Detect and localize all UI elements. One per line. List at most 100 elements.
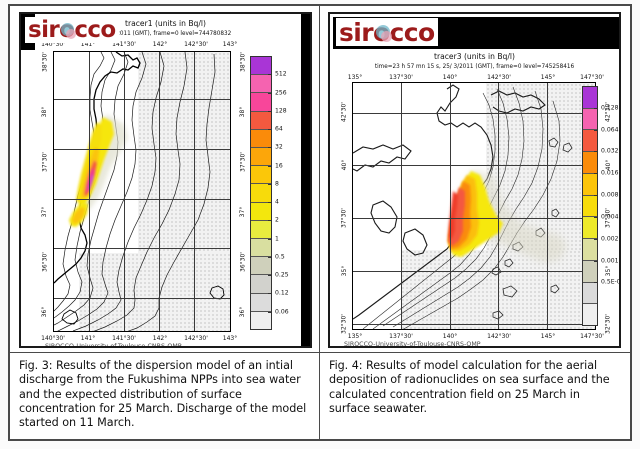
colorbar-band <box>583 239 597 261</box>
tracer-plume-tracer3 <box>448 169 567 263</box>
colorbar-tick-label: 0.008 <box>601 191 619 199</box>
grid-line-h <box>54 149 230 150</box>
colorbar-tick-label: 0.06 <box>275 308 289 316</box>
y-tick-left: 35° <box>340 265 348 277</box>
x-tick-bottom: 140° <box>442 333 458 340</box>
sirocco-logo-fig4: sirocco <box>336 18 438 47</box>
y-tick-left: 37° <box>40 206 48 218</box>
colorbar-band <box>251 148 271 167</box>
x-tick-top: 137°30' <box>389 74 413 81</box>
colorbar-tick-mark <box>268 129 272 130</box>
colorbar-tick-label: 0.5E-03 <box>601 278 621 286</box>
y-tick-left: 32°30' <box>340 314 348 334</box>
x-tick-top: 143° <box>222 41 238 48</box>
grid-line-v <box>449 83 451 329</box>
x-tick-top: 135° <box>347 74 363 81</box>
map-axes-tracer3 <box>352 82 596 330</box>
plot-title-tracer1: tracer1 (units in Bq/l) <box>124 19 206 28</box>
colorbar-band <box>251 166 271 185</box>
colorbar-tick-mark <box>268 92 272 94</box>
colorbar-tick-label: 1 <box>275 235 279 243</box>
grid-line-v <box>401 83 403 329</box>
x-tick-bottom: 147°30' <box>580 333 604 340</box>
plot-subtitle-tracer1: 25/ 3/2011 (GMT), frame=0 level=74478083… <box>99 31 232 37</box>
colorbar-tick-label: 0.12 <box>275 289 289 297</box>
plot-subtitle-tracer3: time=23 h 57 mn 15 s, 25/ 3/2011 (GMT), … <box>374 64 575 70</box>
colorbar-tick-mark <box>268 165 272 167</box>
colorbar-band <box>583 195 597 218</box>
colorbar-tick-mark <box>594 238 598 240</box>
plot-title-tracer3: tracer3 (units in Bq/l) <box>433 52 515 61</box>
colorbar-tick-label: 0.25 <box>275 271 289 279</box>
x-tick-top: 141°30' <box>112 41 136 48</box>
logo-blob2-icon <box>381 31 392 42</box>
colorbar-tick-mark <box>268 147 272 149</box>
credit-text-fig4: SIROCCO-University-of-Toulouse-CNRS-OMP <box>344 341 481 348</box>
x-tick-bottom: 142°30' <box>184 335 208 342</box>
colorbar-tick-mark <box>594 195 598 196</box>
x-tick-bottom: 145° <box>540 333 556 340</box>
grid-line-v <box>124 52 125 331</box>
colorbar-tick-mark <box>594 282 598 284</box>
grid-line-h <box>54 248 230 250</box>
figure-image-fig3: sirocco tracer1 (units in Bq/l) 25/ 3/20… <box>10 6 319 353</box>
x-tick-bottom: 142°30' <box>487 333 511 340</box>
y-tick-right: 37°30' <box>239 152 247 172</box>
colorbar-band <box>583 173 597 196</box>
y-tick-right: 36° <box>238 306 246 318</box>
figure-image-fig4: sirocco tracer3 (units in Bq/l) time=23 … <box>320 6 630 353</box>
colorbar-tick-label: 0.064 <box>601 126 619 134</box>
logo-blob2-icon <box>66 29 76 39</box>
colorbar-band <box>251 75 271 94</box>
x-tick-top: 145° <box>540 74 556 81</box>
y-tick-left: 37°30' <box>340 208 348 228</box>
colorbar-band <box>251 293 271 312</box>
x-tick-bottom: 142° <box>152 335 168 342</box>
colorbar-band <box>251 275 271 294</box>
plot-panel-tracer1: sirocco tracer1 (units in Bq/l) 25/ 3/20… <box>19 12 312 348</box>
x-tick-bottom: 143° <box>222 335 238 342</box>
colorbar-band <box>251 311 271 330</box>
x-tick-top: 142°30' <box>487 74 511 81</box>
colorbar-ticks: 0.128 0.064 0.032 0.016 0.008 0.004 0.002 0.001… <box>594 86 621 326</box>
x-tick-top: 140°30' <box>41 41 65 48</box>
colorbar-tick-label: 0.5 <box>275 253 285 261</box>
grid-line-v <box>194 52 195 331</box>
colorbar-tick-label: 8 <box>275 180 279 188</box>
colorbar-band <box>251 129 271 149</box>
colorbar-band <box>251 239 271 258</box>
colorbar-tick-label: 2 <box>275 216 279 224</box>
colorbar-strip <box>582 86 598 326</box>
y-tick-left: 38°30' <box>41 52 49 72</box>
grid-line-h <box>353 271 595 272</box>
grid-line-h <box>353 112 595 114</box>
colorbar-tick-label: 0.002 <box>601 235 619 243</box>
x-tick-top: 140° <box>442 74 458 81</box>
colorbar-band <box>251 220 271 240</box>
figure-cell-fig3: sirocco tracer1 (units in Bq/l) 25/ 3/20… <box>10 6 320 439</box>
colorbar-band <box>583 130 597 153</box>
colorbar-tick-mark <box>268 238 272 240</box>
y-tick-left: 36° <box>40 306 48 318</box>
colorbar-tick-mark <box>594 173 598 175</box>
sirocco-logo-fig3: sirocco <box>25 17 119 43</box>
colorbar-tick-mark <box>268 311 272 313</box>
colorbar-tick-label: 64 <box>275 125 283 133</box>
colorbar-tick-mark <box>268 202 272 203</box>
colorbar-tick-mark <box>268 256 272 258</box>
colorbar-tick-mark <box>594 151 598 153</box>
y-tick-left: 42°30' <box>340 102 348 122</box>
colorbar-tick-mark <box>268 220 272 222</box>
caption-fig4: Fig. 4: Results of model calculation for… <box>329 359 610 415</box>
colorbar-tick-label: 4 <box>275 198 279 206</box>
grid-line-h <box>54 99 230 101</box>
x-tick-top: 142°30' <box>184 41 208 48</box>
x-tick-bottom: 135° <box>347 333 363 340</box>
colorbar-tick-label: 0.001 <box>601 257 619 265</box>
grid-line-h <box>54 298 230 299</box>
colorbar-tick-label: 128 <box>275 107 287 115</box>
colorbar-band <box>251 57 271 76</box>
grid-line-h <box>353 324 595 325</box>
figure-table: sirocco tracer1 (units in Bq/l) 25/ 3/20… <box>8 4 632 441</box>
grid-line-h <box>353 218 595 220</box>
